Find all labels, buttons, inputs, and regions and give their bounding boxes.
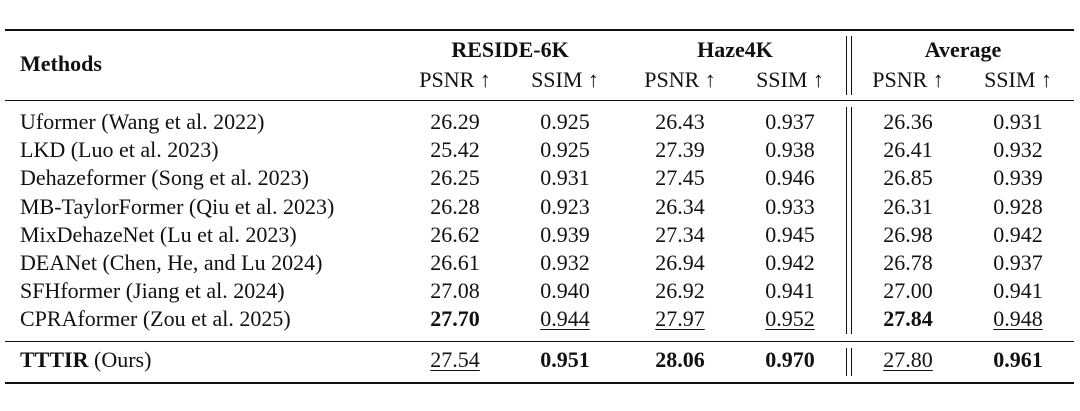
metric-header: PSNR ↑	[419, 67, 491, 92]
metric-cell: 26.29	[430, 109, 480, 134]
metric-cell: 28.06	[655, 347, 705, 372]
metric-cell: 27.00	[883, 278, 933, 304]
top-rule	[5, 29, 1074, 31]
metric-cell: 0.937	[765, 109, 815, 134]
group-header: Average	[924, 37, 1002, 62]
metric-cell: 26.36	[883, 109, 933, 134]
metric-header: SSIM ↑	[531, 67, 599, 92]
metric-cell: 0.941	[993, 278, 1043, 304]
metric-cell: 27.80	[883, 347, 933, 372]
method-name: MixDehazeNet (Lu et al. 2023)	[20, 221, 297, 247]
double-vertical-line	[846, 348, 847, 376]
bottom-rule	[5, 382, 1074, 384]
metric-cell: 0.925	[540, 109, 590, 134]
metric-cell: 26.34	[655, 193, 705, 219]
metric-cell: 0.932	[540, 250, 590, 275]
metric-cell: 0.940	[540, 278, 590, 304]
metric-cell: 27.45	[655, 165, 705, 191]
metric-cell: 0.939	[993, 165, 1043, 191]
metric-cell: 0.944	[540, 306, 590, 332]
metric-header: SSIM ↑	[984, 67, 1052, 92]
metric-cell: 27.54	[430, 347, 480, 372]
double-vertical-line	[851, 36, 852, 95]
double-vertical-line	[851, 107, 852, 334]
method-name: Dehazeformer (Song et al. 2023)	[20, 165, 309, 191]
metric-cell: 27.97	[655, 306, 705, 332]
metric-cell: 0.951	[540, 347, 590, 372]
metric-cell: 26.41	[883, 137, 933, 163]
metric-cell: 26.61	[430, 250, 480, 275]
metric-cell: 0.923	[540, 193, 590, 219]
metric-cell: 26.92	[655, 278, 705, 304]
metric-cell: 27.70	[430, 306, 480, 332]
mid-rule	[5, 100, 1074, 101]
metric-cell: 26.43	[655, 109, 705, 134]
metric-header: PSNR ↑	[644, 67, 716, 92]
metric-header: PSNR ↑	[872, 67, 944, 92]
metric-cell: 27.84	[883, 306, 933, 332]
metric-cell: 25.42	[430, 137, 480, 163]
double-vertical-line	[846, 36, 847, 95]
metric-cell: 0.931	[993, 109, 1043, 134]
metric-cell: 0.948	[993, 306, 1043, 332]
metric-cell: 26.94	[655, 250, 705, 275]
metric-cell: 26.31	[883, 193, 933, 219]
double-vertical-line	[851, 348, 852, 376]
metric-cell: 0.941	[765, 278, 815, 304]
method-name: TTTIR	[20, 347, 89, 372]
metric-cell: 0.932	[993, 137, 1043, 163]
metric-cell: 0.961	[993, 347, 1043, 372]
metric-cell: 27.08	[430, 278, 480, 304]
metric-cell: 0.942	[765, 250, 815, 275]
method-name: DEANet (Chen, He, and Lu 2024)	[20, 250, 323, 275]
metric-cell: 0.970	[765, 347, 815, 372]
metric-cell: 26.62	[430, 221, 480, 247]
method-suffix: (Ours)	[94, 347, 152, 372]
metric-cell: 26.28	[430, 193, 480, 219]
metric-cell: 26.98	[883, 221, 933, 247]
methods-header: Methods	[20, 51, 102, 76]
metric-cell: 0.946	[765, 165, 815, 191]
metric-cell: 0.942	[993, 221, 1043, 247]
metric-cell: 0.952	[765, 306, 815, 332]
metric-cell: 0.933	[765, 193, 815, 219]
metric-cell: 0.937	[993, 250, 1043, 275]
method-name: LKD (Luo et al. 2023)	[20, 137, 219, 163]
metric-cell: 0.925	[540, 137, 590, 163]
metric-cell: 0.939	[540, 221, 590, 247]
method-name: SFHformer (Jiang et al. 2024)	[20, 278, 285, 304]
metric-cell: 26.25	[430, 165, 480, 191]
metric-cell: 0.931	[540, 165, 590, 191]
method-name: MB-TaylorFormer (Qiu et al. 2023)	[20, 193, 335, 219]
ours-rule	[5, 341, 1074, 342]
group-header: RESIDE-6K	[451, 37, 569, 62]
metric-header: SSIM ↑	[756, 67, 824, 92]
method-name: CPRAformer (Zou et al. 2025)	[20, 306, 291, 332]
group-header: Haze4K	[697, 37, 773, 62]
double-vertical-line	[846, 107, 847, 334]
method-name: Uformer (Wang et al. 2022)	[20, 109, 265, 134]
metric-cell: 0.938	[765, 137, 815, 163]
metric-cell: 26.85	[883, 165, 933, 191]
metric-cell: 0.928	[993, 193, 1043, 219]
metric-cell: 27.34	[655, 221, 705, 247]
metric-cell: 26.78	[883, 250, 933, 275]
metric-cell: 0.945	[765, 221, 815, 247]
metric-cell: 27.39	[655, 137, 705, 163]
